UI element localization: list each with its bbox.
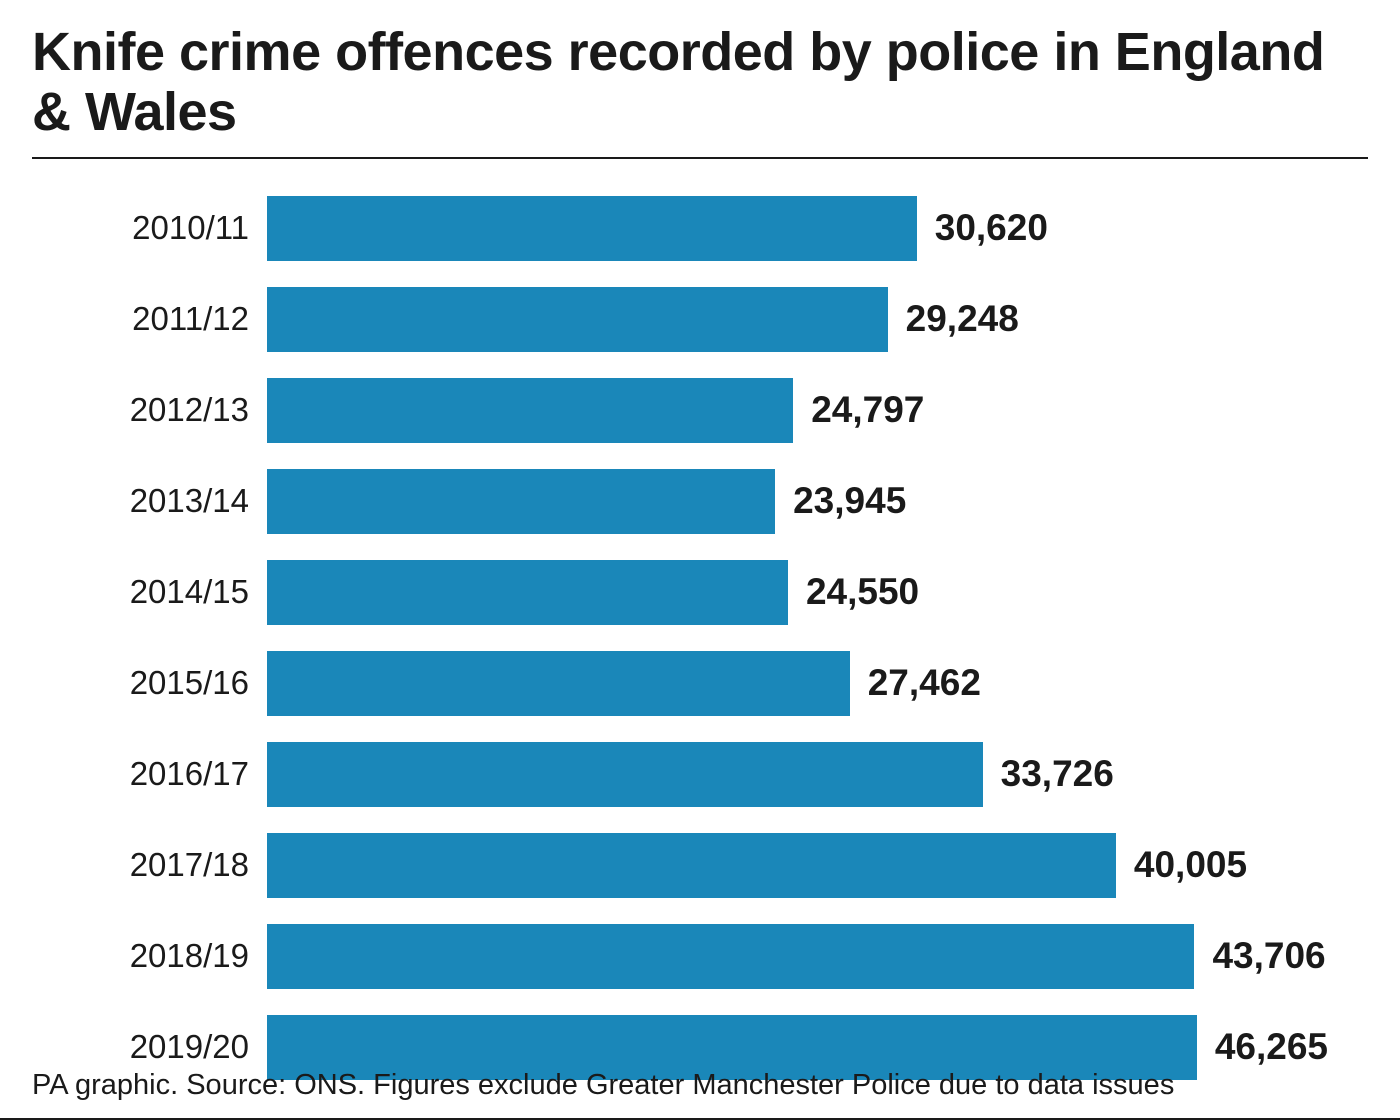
bar-cell: 43,706 [267, 924, 1328, 989]
bar-row: 2011/12 29,248 [42, 274, 1328, 365]
chart-footer: PA graphic. Source: ONS. Figures exclude… [32, 1069, 1174, 1102]
bar [267, 651, 850, 716]
bar-row: 2017/18 40,005 [42, 820, 1328, 911]
bar [267, 287, 888, 352]
bar-cell: 24,550 [267, 560, 1328, 625]
bar-cell: 27,462 [267, 651, 1328, 716]
bar [267, 924, 1194, 989]
bar [267, 742, 983, 807]
value-label: 33,726 [983, 753, 1114, 795]
value-label: 29,248 [888, 298, 1019, 340]
bar-row: 2013/14 23,945 [42, 456, 1328, 547]
bar [267, 560, 788, 625]
category-label: 2010/11 [42, 209, 267, 247]
category-label: 2018/19 [42, 937, 267, 975]
bar [267, 469, 775, 534]
bar [267, 378, 793, 443]
value-label: 30,620 [917, 207, 1048, 249]
bar [267, 196, 917, 261]
value-label: 24,797 [793, 389, 924, 431]
category-label: 2019/20 [42, 1028, 267, 1066]
bar-row: 2015/16 27,462 [42, 638, 1328, 729]
bar-cell: 40,005 [267, 833, 1328, 898]
bar-cell: 30,620 [267, 196, 1328, 261]
bar-row: 2010/11 30,620 [42, 183, 1328, 274]
category-label: 2014/15 [42, 573, 267, 611]
bar-cell: 29,248 [267, 287, 1328, 352]
category-label: 2016/17 [42, 755, 267, 793]
bar-cell: 33,726 [267, 742, 1328, 807]
bar-row: 2014/15 24,550 [42, 547, 1328, 638]
chart-page: Knife crime offences recorded by police … [0, 0, 1400, 1120]
chart-title: Knife crime offences recorded by police … [32, 22, 1368, 159]
bar-row: 2016/17 33,726 [42, 729, 1328, 820]
value-label: 40,005 [1116, 844, 1247, 886]
category-label: 2011/12 [42, 300, 267, 338]
value-label: 24,550 [788, 571, 919, 613]
bar-cell: 23,945 [267, 469, 1328, 534]
bar-chart: 2010/1130,6202011/1229,2482012/1324,7972… [32, 159, 1368, 1103]
category-label: 2012/13 [42, 391, 267, 429]
value-label: 46,265 [1197, 1026, 1328, 1068]
value-label: 43,706 [1194, 935, 1325, 977]
bar-row: 2012/13 24,797 [42, 365, 1328, 456]
bar [267, 833, 1116, 898]
category-label: 2017/18 [42, 846, 267, 884]
category-label: 2015/16 [42, 664, 267, 702]
bar-cell: 24,797 [267, 378, 1328, 443]
value-label: 27,462 [850, 662, 981, 704]
value-label: 23,945 [775, 480, 906, 522]
bar-row: 2018/19 43,706 [42, 911, 1328, 1002]
category-label: 2013/14 [42, 482, 267, 520]
